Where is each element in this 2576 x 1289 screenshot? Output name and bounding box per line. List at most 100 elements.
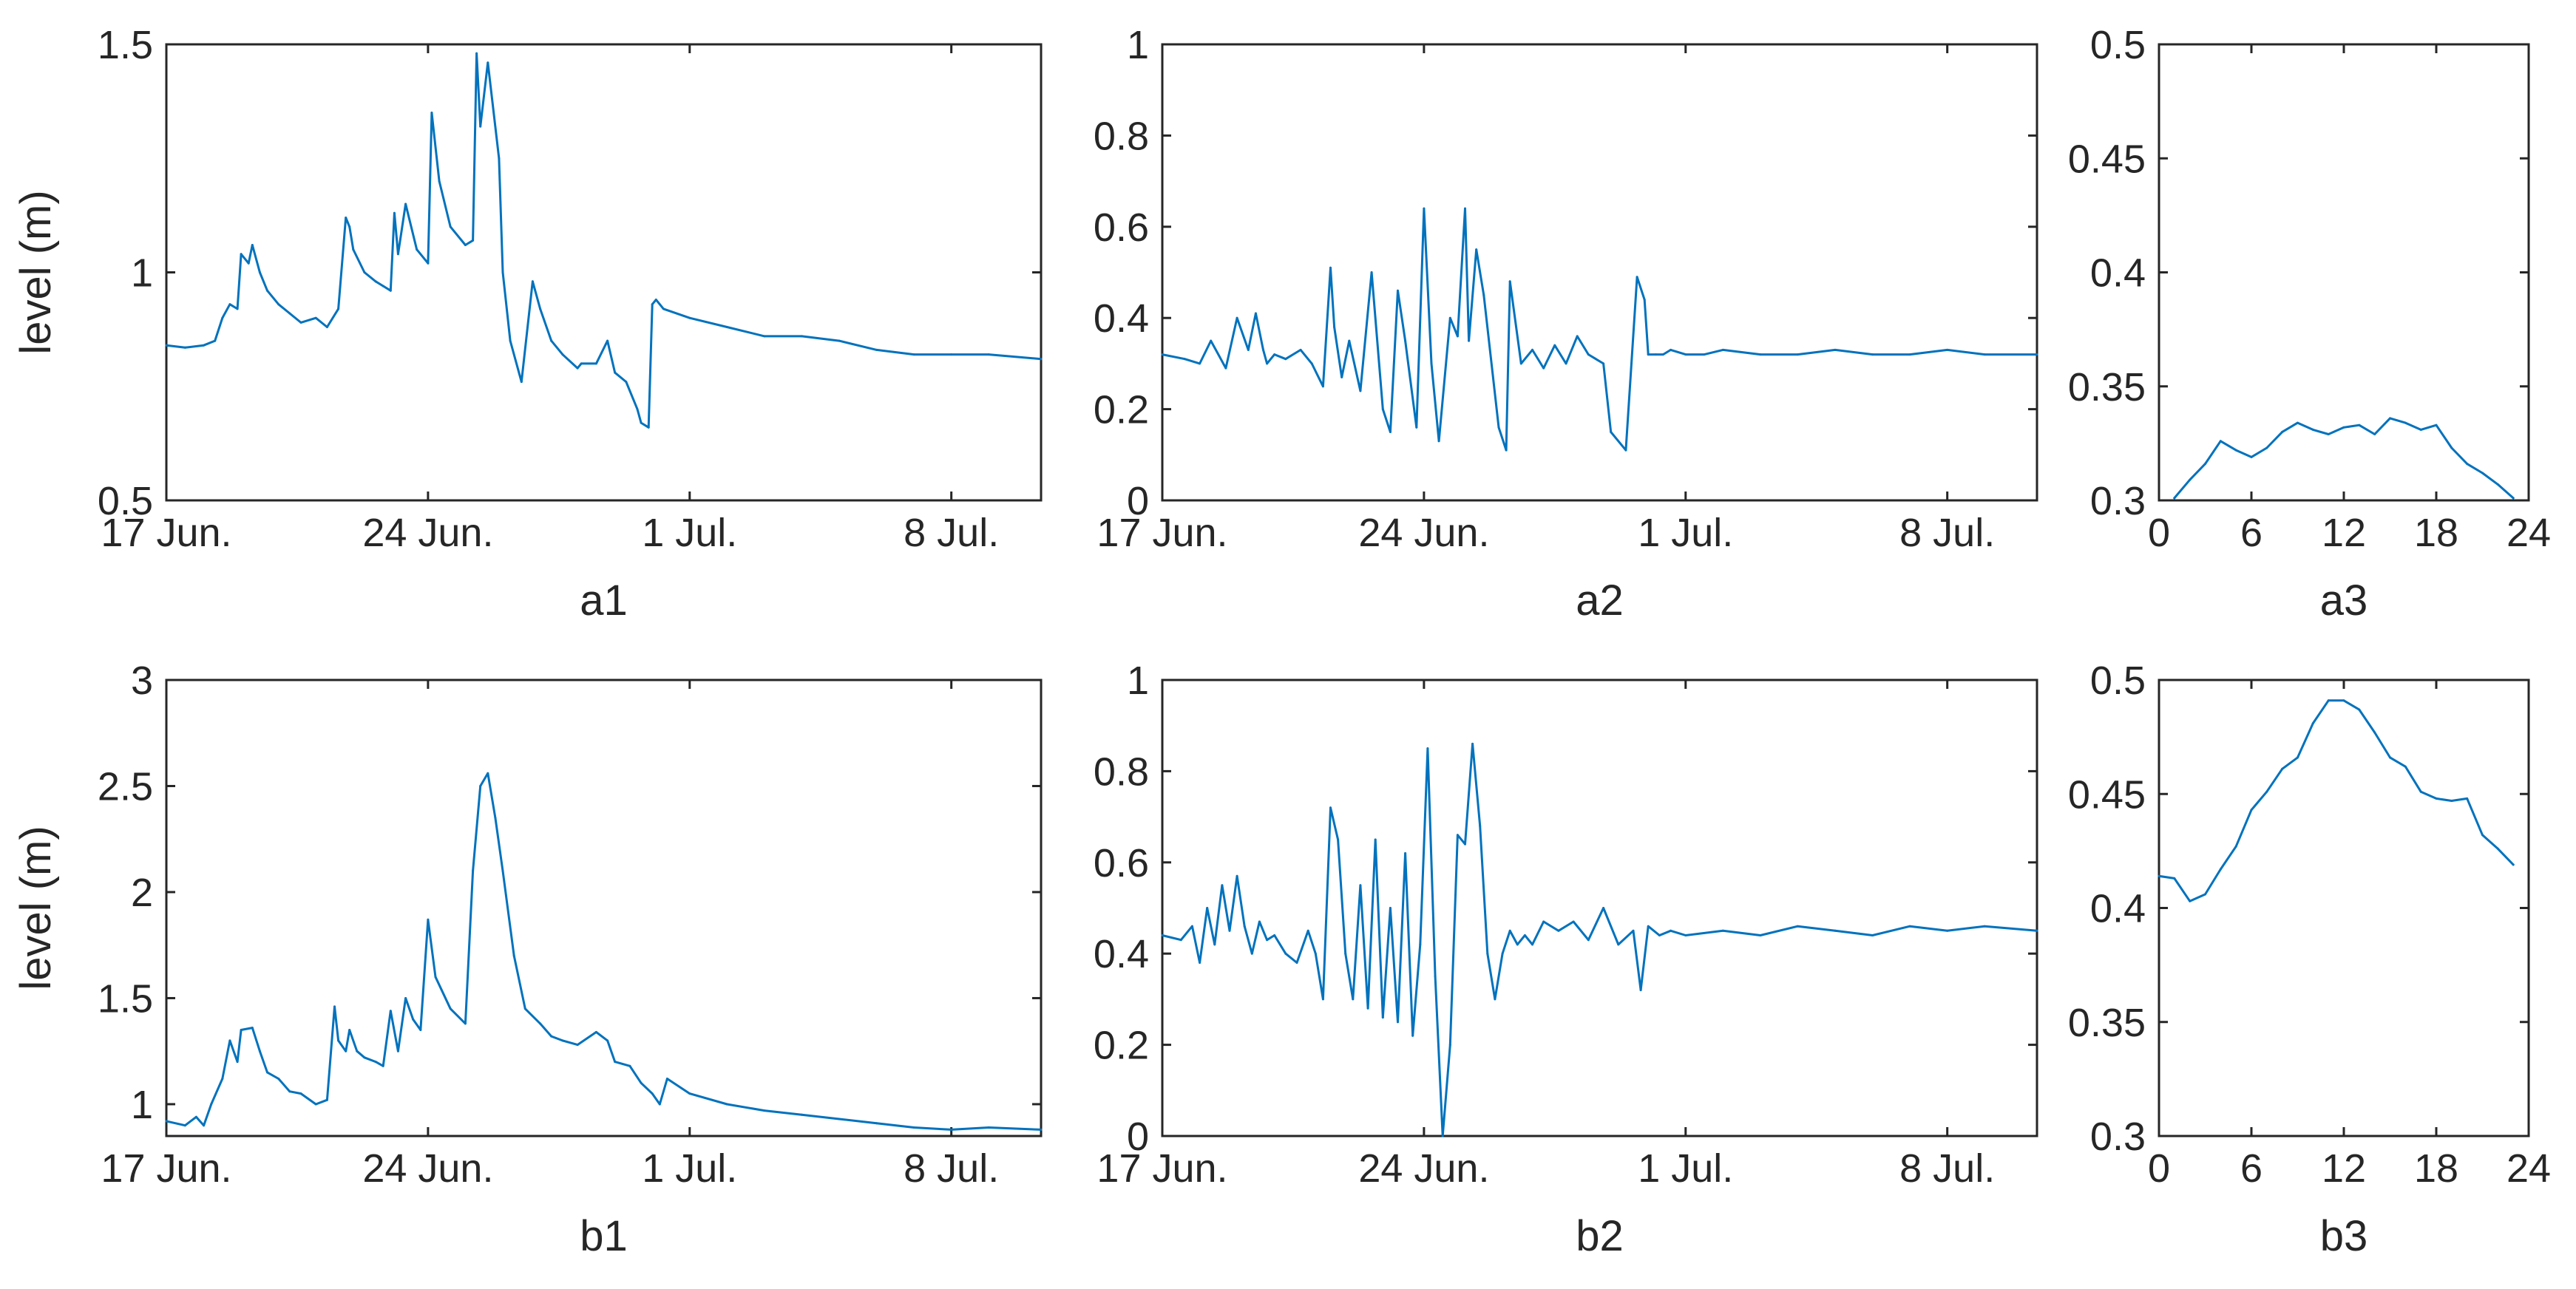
data-point (348, 225, 351, 228)
y-tick-label: 1 (1127, 659, 1149, 703)
x-tick-label: 8 Jul. (904, 1146, 999, 1191)
data-point (1295, 962, 1298, 964)
data-point (636, 408, 639, 411)
data-point (2234, 449, 2237, 452)
data-point (288, 1090, 291, 1093)
data-point (240, 1029, 243, 1031)
y-tick-label: 0.3 (2090, 479, 2146, 523)
data-point (640, 1081, 643, 1084)
panel-label: a2 (1576, 577, 1624, 625)
data-point (1482, 293, 1485, 296)
data-point (1494, 998, 1497, 1001)
y-tick-label: 1.5 (98, 23, 153, 67)
data-point (1703, 353, 1706, 356)
data-point (531, 280, 534, 283)
data-point (1471, 742, 1474, 745)
data-point (382, 1064, 384, 1067)
data-point (2481, 472, 2484, 475)
data-point (1441, 1135, 1444, 1137)
data-point (356, 1050, 359, 1052)
series-line-b2 (1161, 742, 2038, 1137)
data-point (1721, 348, 1724, 351)
data-point (1273, 353, 1276, 356)
data-point (472, 239, 475, 242)
data-point (1587, 939, 1590, 942)
data-point (314, 316, 317, 319)
data-point (912, 353, 915, 356)
y-axis-label: level (m) (12, 826, 60, 990)
data-point (1419, 943, 1422, 946)
y-tick-label: 0.45 (2068, 137, 2146, 181)
x-tick-label: 1 Jul. (642, 1146, 737, 1191)
data-point (266, 1071, 268, 1074)
data-point (412, 1018, 415, 1021)
data-point (1306, 929, 1309, 932)
data-point (606, 339, 609, 342)
data-point (1523, 934, 1526, 936)
data-point (1983, 925, 1986, 928)
data-point (203, 344, 206, 347)
x-tick-label: 17 Jun. (1097, 511, 1227, 555)
data-point (1684, 934, 1687, 936)
x-tick-label: 8 Jul. (1899, 1146, 1995, 1191)
data-point (550, 339, 553, 342)
data-point (2512, 497, 2515, 500)
data-point (2265, 790, 2268, 793)
y-tick-label: 2.5 (98, 764, 153, 809)
data-point (800, 335, 803, 338)
data-point (2342, 426, 2345, 429)
data-point (2189, 899, 2192, 902)
data-point (1329, 806, 1332, 809)
data-point (1404, 339, 1407, 342)
data-point (1284, 952, 1287, 955)
data-point (299, 321, 302, 324)
data-point (165, 344, 168, 347)
data-point (662, 307, 665, 310)
y-tick-label: 0.4 (1094, 296, 1149, 341)
data-point (1624, 449, 1627, 452)
y-tick-label: 0.8 (1094, 114, 1149, 158)
data-point (1501, 952, 1504, 955)
data-point (2404, 765, 2407, 768)
data-point (1448, 1044, 1451, 1047)
data-point (1310, 362, 1313, 365)
data-point (2327, 699, 2330, 702)
data-point (1542, 920, 1545, 923)
data-point (875, 1122, 878, 1125)
panel-label: a1 (580, 577, 628, 625)
data-point (472, 869, 475, 872)
data-point (1352, 998, 1355, 1001)
data-point (258, 271, 261, 273)
data-point (1531, 348, 1533, 351)
data-point (1273, 934, 1276, 936)
data-point (523, 1007, 526, 1010)
data-point (1516, 943, 1519, 946)
data-point (427, 918, 430, 921)
data-point (1576, 335, 1579, 338)
data-point (580, 362, 583, 365)
data-point (1359, 884, 1362, 887)
data-point (1468, 339, 1471, 342)
data-point (1759, 934, 1762, 936)
data-point (1389, 907, 1392, 909)
data-point (475, 52, 478, 55)
data-point (1344, 952, 1347, 955)
data-point (606, 1039, 609, 1042)
data-point (1557, 929, 1560, 932)
data-point (1210, 339, 1213, 342)
series-line-b3 (2158, 699, 2515, 902)
data-point (1871, 934, 1874, 936)
data-point (228, 1039, 231, 1042)
data-point (614, 1061, 617, 1064)
data-point (576, 1044, 579, 1047)
data-point (1464, 207, 1466, 210)
data-point (987, 1126, 990, 1129)
data-point (2466, 463, 2469, 466)
data-point (2389, 756, 2391, 759)
data-point (1456, 834, 1459, 837)
data-point (1040, 1128, 1043, 1131)
data-point (1423, 207, 1426, 210)
data-point (1221, 884, 1224, 887)
data-point (1228, 929, 1231, 932)
data-point (487, 61, 489, 64)
